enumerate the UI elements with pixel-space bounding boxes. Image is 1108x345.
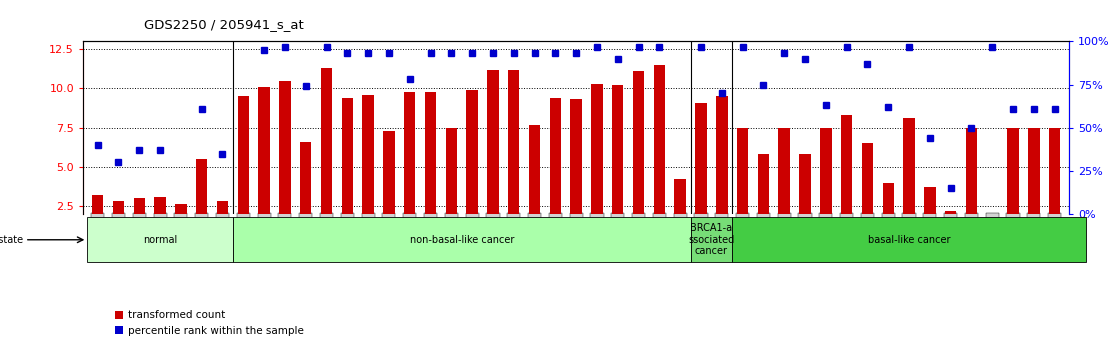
Bar [529, 125, 541, 214]
Bar [258, 87, 270, 214]
Bar [341, 98, 353, 214]
Bar [1049, 128, 1060, 214]
Text: disease state: disease state [0, 235, 23, 245]
Bar [113, 201, 124, 214]
Bar [592, 84, 603, 214]
Bar [799, 154, 811, 214]
Bar [1007, 128, 1018, 214]
Bar [445, 128, 458, 214]
Text: non-basal-like cancer: non-basal-like cancer [410, 235, 514, 245]
Bar [196, 159, 207, 214]
Bar [217, 201, 228, 214]
Bar [321, 68, 332, 214]
Bar [300, 142, 311, 214]
Text: GDS2250 / 205941_s_at: GDS2250 / 205941_s_at [144, 18, 304, 31]
Bar [732, 217, 1086, 262]
Bar [924, 187, 935, 214]
Text: basal-like cancer: basal-like cancer [868, 235, 951, 245]
Bar [716, 96, 728, 214]
Bar [154, 197, 166, 214]
Bar [737, 128, 748, 214]
Bar [862, 143, 873, 214]
Bar [882, 183, 894, 214]
Bar [612, 85, 624, 214]
Bar [966, 128, 977, 214]
Bar [279, 81, 290, 214]
Bar [695, 102, 707, 214]
Bar [633, 71, 644, 214]
Bar [509, 70, 520, 214]
Bar [675, 179, 686, 214]
Text: normal: normal [143, 235, 177, 245]
Bar [233, 217, 690, 262]
Bar [383, 131, 394, 214]
Bar [945, 211, 956, 214]
Text: BRCA1-a
ssociated
cancer: BRCA1-a ssociated cancer [688, 223, 735, 256]
Bar [571, 99, 582, 214]
Legend: transformed count, percentile rank within the sample: transformed count, percentile rank withi… [111, 306, 308, 340]
Bar [92, 195, 103, 214]
Bar [362, 95, 373, 214]
Bar [779, 128, 790, 214]
Bar [758, 154, 769, 214]
Bar [488, 70, 499, 214]
Bar [175, 205, 186, 214]
Bar [654, 65, 665, 214]
Bar [550, 98, 561, 214]
Bar [1028, 128, 1039, 214]
Bar [88, 217, 233, 262]
Bar [690, 217, 732, 262]
Bar [134, 198, 145, 214]
Bar [424, 91, 437, 214]
Bar [237, 96, 249, 214]
Bar [404, 91, 416, 214]
Bar [841, 115, 852, 214]
Bar [466, 90, 478, 214]
Bar [820, 128, 831, 214]
Bar [903, 118, 915, 214]
